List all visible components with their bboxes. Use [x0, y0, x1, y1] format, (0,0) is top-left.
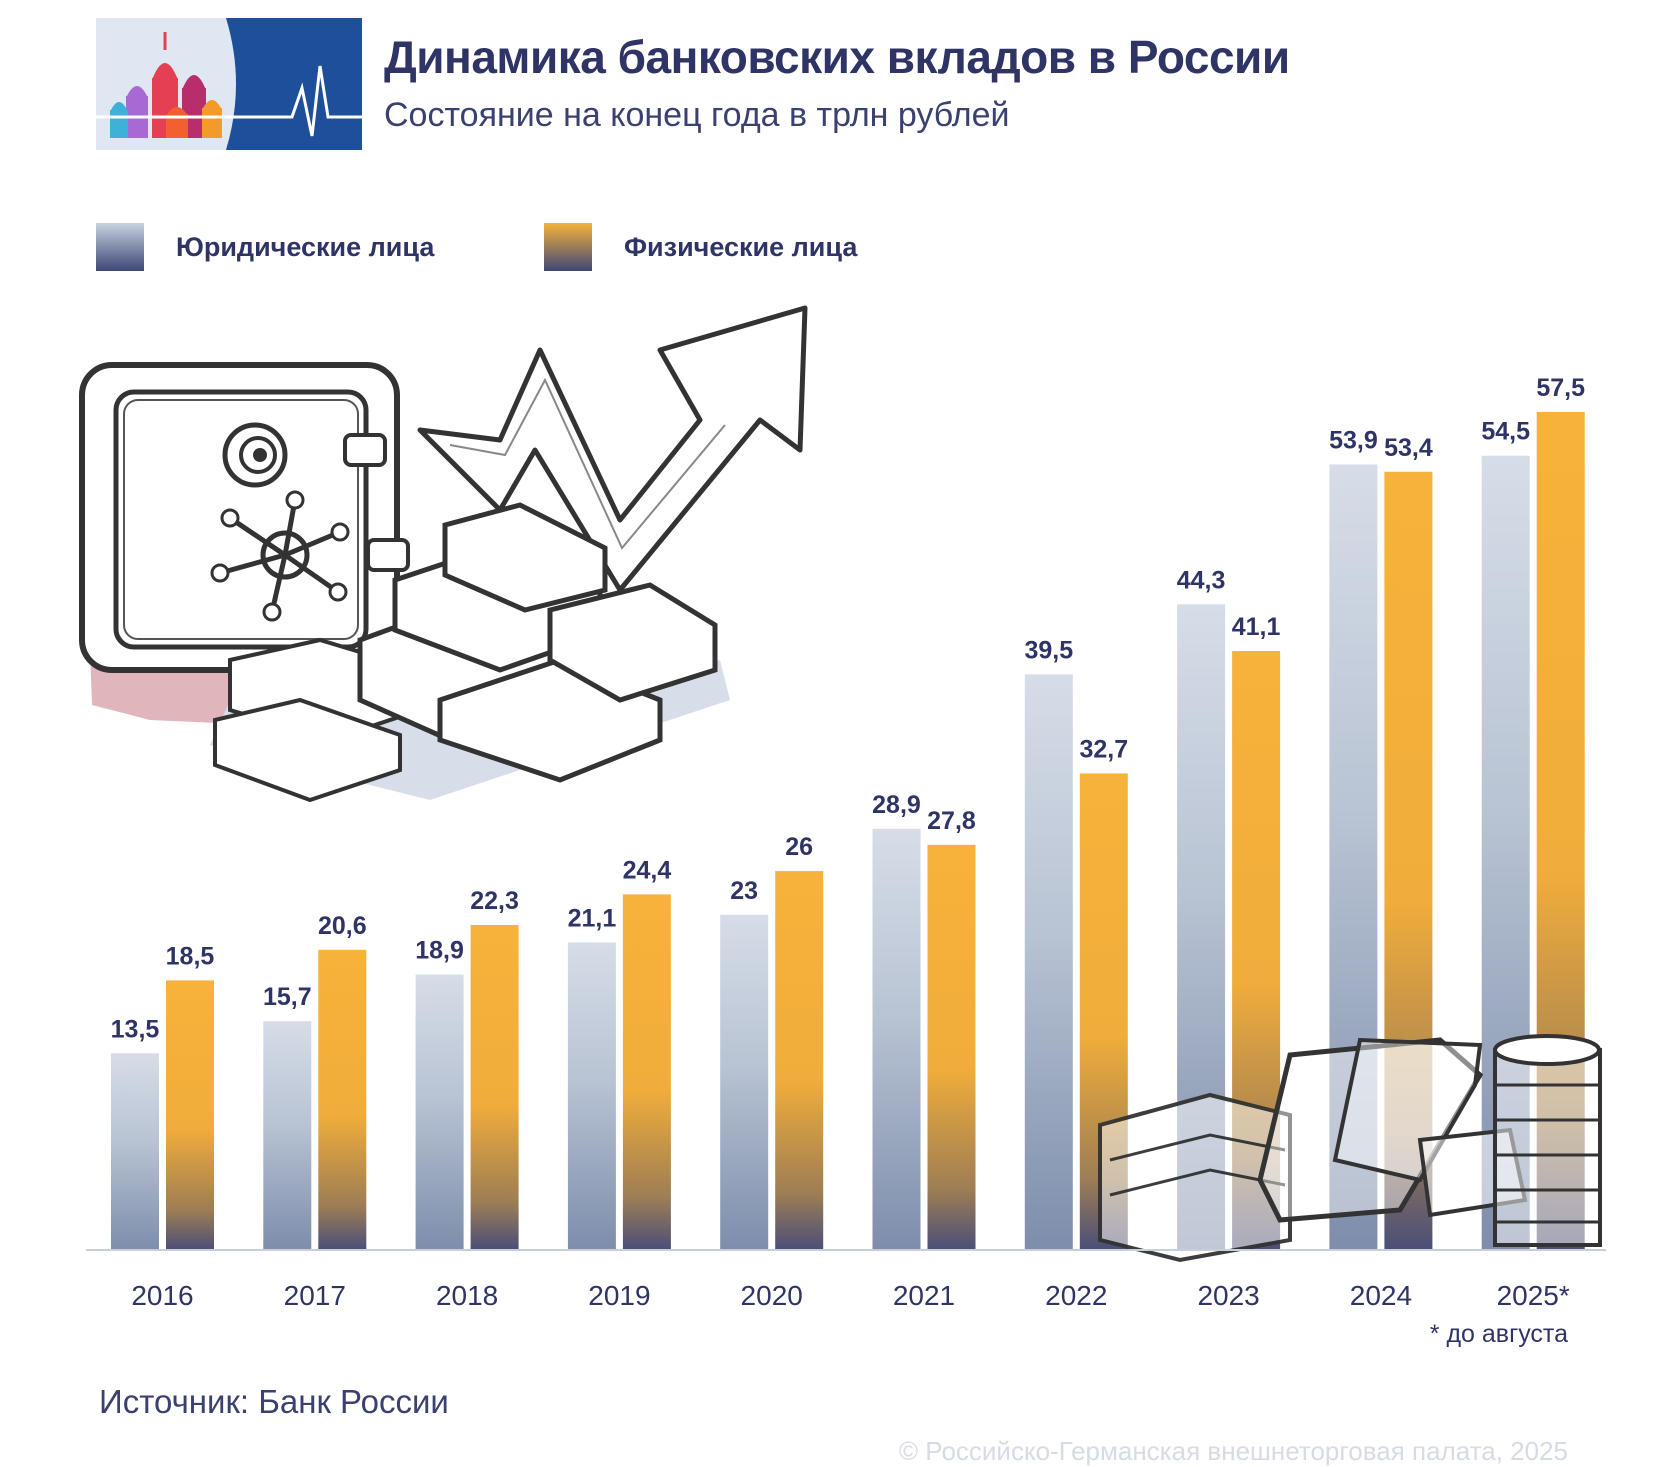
legend-swatch-individuals — [544, 223, 592, 271]
bar-legal-entities-2022 — [1024, 674, 1073, 1250]
bar-individuals-2024 — [1384, 471, 1433, 1250]
legend-label-legal-entities: Юридические лица — [176, 231, 435, 262]
legend-swatch-legal-entities — [96, 223, 144, 271]
x-axis-ticks: 2016 2017 2018 2019 2020 2021 2022 2023 2024 2025… — [131, 1280, 1570, 1311]
x-tick-label-2018: 2018 — [436, 1280, 498, 1311]
coin-stack-icon — [1493, 1034, 1602, 1247]
rising-arrow-icon — [417, 305, 808, 593]
data-label-individuals-2017: 20,6 — [318, 912, 367, 940]
bar-individuals-2020 — [775, 871, 824, 1250]
bar-legal-entities-2021 — [872, 828, 921, 1250]
data-label-individuals-2016: 18,5 — [166, 942, 215, 970]
x-tick-label-2016: 2016 — [131, 1280, 193, 1311]
bar-legal-entities-2016 — [111, 1053, 159, 1250]
data-label-legal-entities-2020: 23 — [730, 877, 758, 905]
bar-legal-entities-2018 — [415, 974, 464, 1250]
data-label-individuals-2024: 53,4 — [1384, 434, 1433, 462]
bar-individuals-2017 — [318, 949, 367, 1250]
x-tick-label-2025: 2025* — [1497, 1280, 1570, 1311]
copyright-note: © Российско-Германская внешнеторговая па… — [898, 1436, 1568, 1466]
x-tick-label-2017: 2017 — [284, 1280, 346, 1311]
data-label-individuals-2019: 24,4 — [623, 856, 672, 884]
page-title: Динамика банковских вкладов в России — [384, 31, 1290, 83]
data-label-legal-entities-2022: 39,5 — [1024, 636, 1073, 664]
data-label-individuals-2025: 57,5 — [1536, 374, 1585, 402]
bar-legal-entities-2017 — [263, 1021, 312, 1250]
logo-image — [96, 18, 362, 150]
data-label-individuals-2018: 22,3 — [470, 887, 519, 915]
source-note: Источник: Банк России — [99, 1383, 449, 1420]
bar-individuals-2019 — [622, 894, 671, 1250]
bar-individuals-2018 — [470, 925, 519, 1250]
x-tick-label-2024: 2024 — [1350, 1280, 1412, 1311]
bar-legal-entities-2019 — [567, 942, 616, 1250]
footnote: * до августа — [1429, 1320, 1568, 1348]
data-label-legal-entities-2021: 28,9 — [872, 791, 921, 819]
data-label-individuals-2020: 26 — [785, 833, 813, 861]
legend-label-individuals: Физические лица — [624, 231, 858, 262]
x-tick-label-2022: 2022 — [1045, 1280, 1107, 1311]
data-label-legal-entities-2017: 15,7 — [263, 983, 312, 1011]
data-label-legal-entities-2025: 54,5 — [1481, 418, 1530, 446]
data-label-individuals-2021: 27,8 — [927, 807, 976, 835]
x-tick-label-2019: 2019 — [588, 1280, 650, 1311]
x-tick-label-2020: 2020 — [741, 1280, 803, 1311]
bar-individuals-2016 — [166, 980, 214, 1250]
legend-item-individuals: Физические лица — [544, 222, 857, 272]
data-label-legal-entities-2019: 21,1 — [568, 904, 617, 932]
x-tick-label-2023: 2023 — [1197, 1280, 1259, 1311]
logo — [96, 18, 362, 150]
data-label-individuals-2022: 32,7 — [1079, 735, 1128, 763]
data-label-legal-entities-2023: 44,3 — [1177, 566, 1226, 594]
data-label-legal-entities-2024: 53,9 — [1329, 426, 1378, 454]
page-subtitle: Состояние на конец года в трлн рублей — [384, 96, 1010, 134]
legend-item-legal-entities: Юридические лица — [96, 222, 434, 272]
x-tick-label-2021: 2021 — [893, 1280, 955, 1311]
data-label-individuals-2023: 41,1 — [1232, 613, 1281, 641]
bar-individuals-2021 — [927, 844, 976, 1250]
bar-legal-entities-2024 — [1329, 464, 1378, 1251]
gold-bars-icon — [213, 502, 718, 803]
data-label-legal-entities-2018: 18,9 — [415, 937, 464, 965]
data-label-legal-entities-2016: 13,5 — [111, 1015, 160, 1043]
bar-legal-entities-2020 — [720, 914, 769, 1250]
